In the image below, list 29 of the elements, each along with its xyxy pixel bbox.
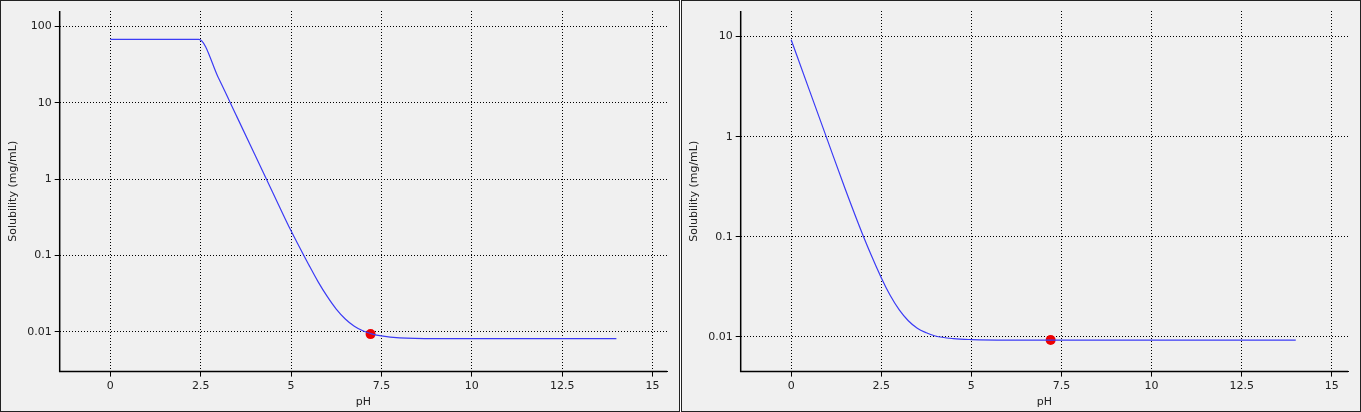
line-series <box>790 39 1297 341</box>
y-tick-label: 10 <box>37 95 52 109</box>
x-tick-label: 12.5 <box>549 379 575 393</box>
x-tick-label: 2.5 <box>872 379 891 393</box>
x-axis-title: pH <box>355 395 371 409</box>
y-tick-label: 0.01 <box>708 329 733 343</box>
x-tick-label: 10 <box>464 379 479 393</box>
x-tick-label: 15 <box>1324 379 1339 393</box>
y-tick-label: 1 <box>725 129 733 143</box>
x-tick-label: 12.5 <box>1229 379 1254 393</box>
line-series <box>109 38 617 340</box>
x-tick-label: 7.5 <box>372 379 391 393</box>
y-axis-title: Solubility (mg/mL) <box>687 140 701 242</box>
y-tick-label: 1 <box>44 172 52 185</box>
x-axis-title: pH <box>1036 395 1052 409</box>
y-tick-label: 0.01 <box>27 324 52 338</box>
x-tick-label: 7.5 <box>1052 379 1071 393</box>
x-tick-label: 2.5 <box>191 379 210 393</box>
y-tick-label: 0.1 <box>715 229 733 243</box>
x-tick-label: 10 <box>1144 379 1159 393</box>
x-tick-label: 5 <box>287 379 295 393</box>
y-tick-label: 0.1 <box>34 248 52 262</box>
y-tick-label: 10 <box>718 29 733 43</box>
x-tick-label: 0 <box>787 379 795 393</box>
x-tick-label: 15 <box>645 379 660 393</box>
y-axis-title: Solubility (mg/mL) <box>6 140 20 242</box>
x-tick-label: 5 <box>967 379 975 393</box>
y-tick-label: 100 <box>30 19 52 33</box>
x-tick-label: 0 <box>106 379 114 393</box>
